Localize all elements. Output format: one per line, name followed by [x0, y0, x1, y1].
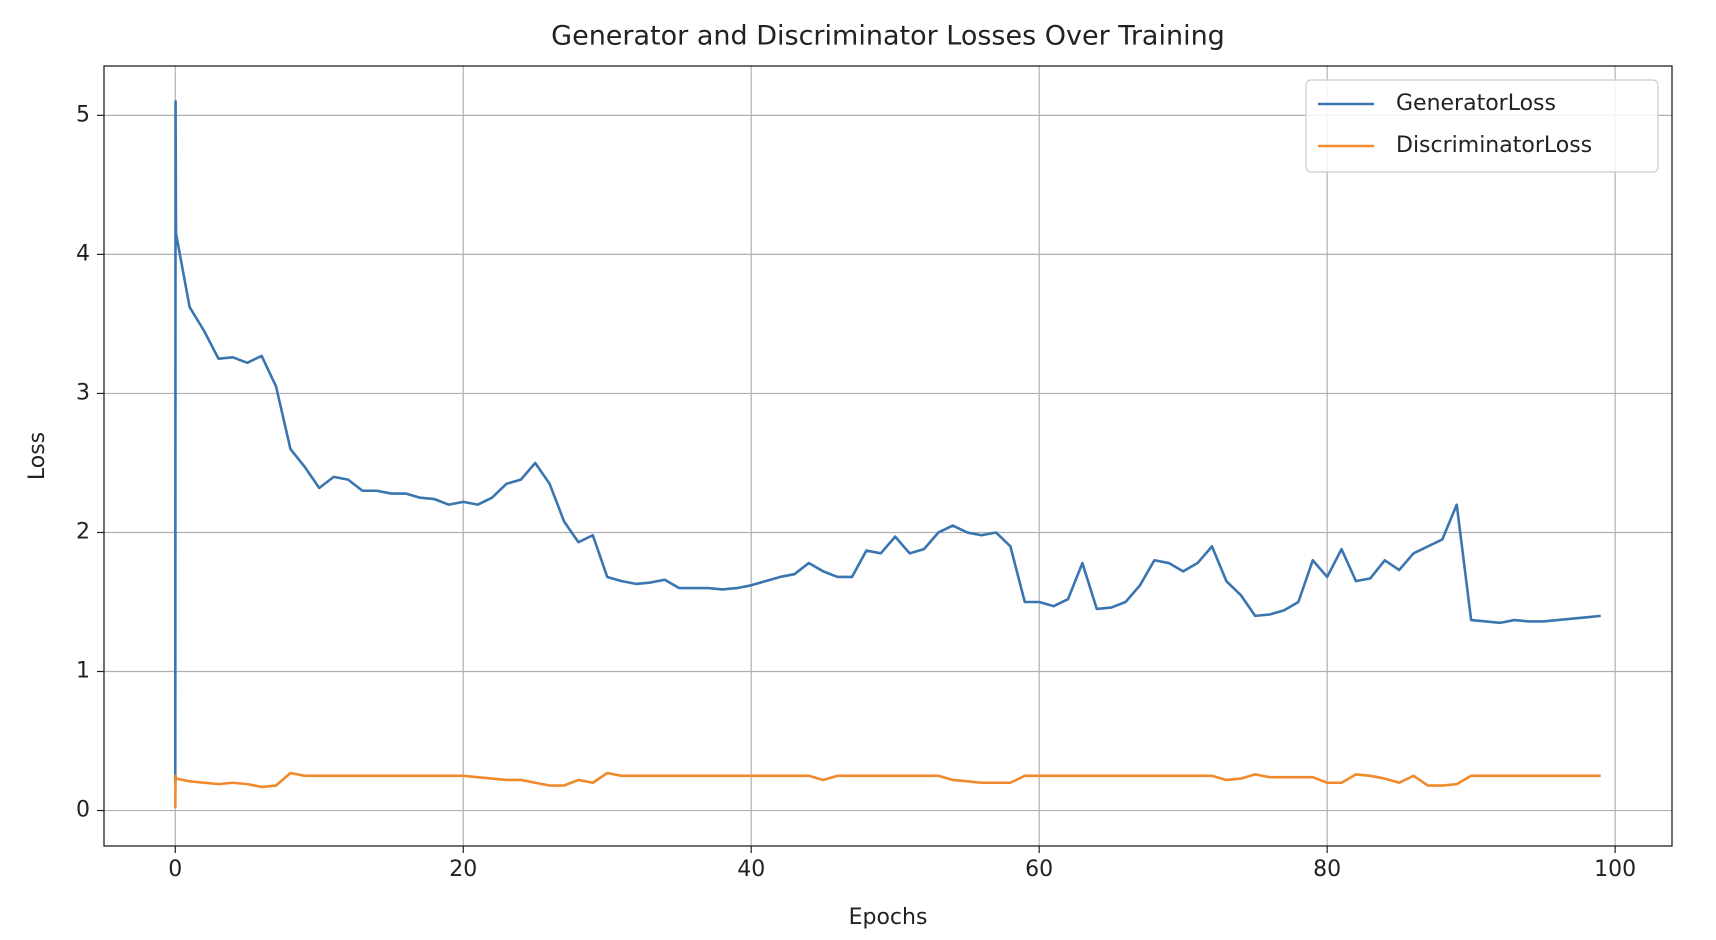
- x-tick-label: 0: [168, 857, 182, 882]
- y-tick-label: 1: [76, 659, 90, 684]
- y-tick-label: 0: [76, 798, 90, 823]
- y-tick-label: 5: [76, 102, 90, 127]
- series-line: [173, 100, 1601, 783]
- legend-label: DiscriminatorLoss: [1396, 133, 1592, 158]
- series-line: [173, 771, 1601, 808]
- x-axis-label: Epochs: [849, 905, 928, 930]
- y-tick-label: 4: [76, 241, 90, 266]
- x-tick-label: 20: [449, 857, 477, 882]
- legend-label: GeneratorLoss: [1396, 91, 1556, 116]
- legend-box: [1305, 79, 1659, 173]
- axes-frame: [103, 65, 1673, 847]
- y-tick-label: 3: [76, 380, 90, 405]
- y-axis-label: Loss: [25, 432, 50, 480]
- y-tick-label: 2: [76, 519, 90, 544]
- x-tick-label: 40: [737, 857, 765, 882]
- x-tick-label: 100: [1594, 857, 1636, 882]
- x-tick-label: 80: [1313, 857, 1341, 882]
- chart-title: Generator and Discriminator Losses Over …: [551, 21, 1225, 52]
- x-tick-label: 60: [1025, 857, 1053, 882]
